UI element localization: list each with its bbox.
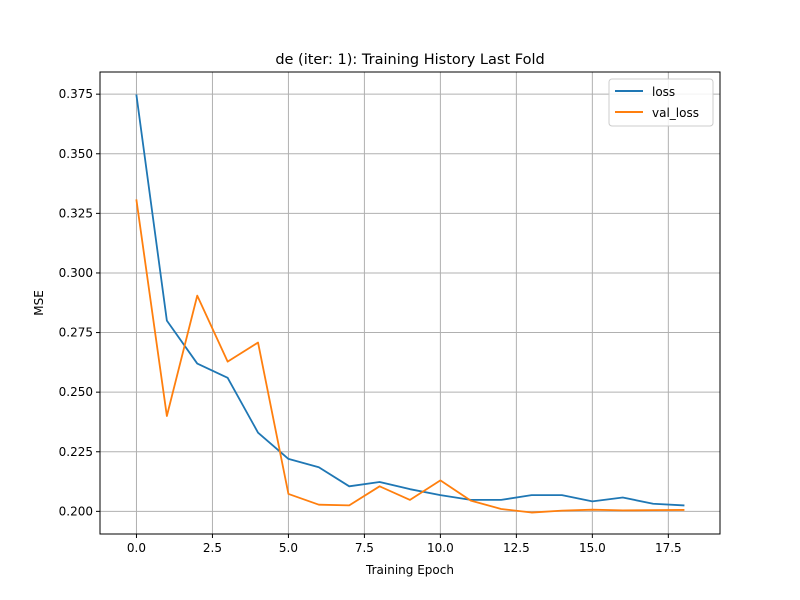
y-tick-label: 0.350 bbox=[59, 147, 93, 161]
plot-frame bbox=[99, 71, 721, 535]
series-line-loss bbox=[135, 94, 685, 507]
y-axis-ticks: 0.200 0.225 0.250 0.275 0.300 0.325 0.350 0.375 bbox=[59, 87, 100, 518]
y-axis-label: MSE bbox=[32, 290, 46, 316]
chart-title: de (iter: 1): Training History Last Fold bbox=[275, 52, 544, 68]
x-tick-label: 15.0 bbox=[579, 541, 606, 555]
y-tick-label: 0.300 bbox=[59, 266, 93, 280]
y-tick-label: 0.325 bbox=[59, 206, 93, 220]
grid bbox=[100, 72, 720, 534]
legend-label-val-loss: val_loss bbox=[652, 106, 699, 120]
x-tick-label: 10.0 bbox=[427, 541, 454, 555]
y-tick-label: 0.375 bbox=[59, 87, 93, 101]
x-tick-label: 0.0 bbox=[127, 541, 146, 555]
y-tick-label: 0.200 bbox=[59, 504, 93, 518]
y-tick-label: 0.275 bbox=[59, 326, 93, 340]
y-tick-label: 0.225 bbox=[59, 445, 93, 459]
x-tick-label: 12.5 bbox=[503, 541, 530, 555]
plot-area bbox=[100, 72, 720, 534]
legend-label-loss: loss bbox=[652, 85, 675, 99]
x-tick-label: 17.5 bbox=[655, 541, 682, 555]
x-axis-ticks: 0.0 2.5 5.0 7.5 10.0 12.5 15.0 17.5 bbox=[127, 534, 682, 555]
x-tick-label: 2.5 bbox=[203, 541, 222, 555]
x-tick-label: 7.5 bbox=[355, 541, 374, 555]
x-axis-label: Training Epoch bbox=[365, 563, 454, 577]
series-lines bbox=[135, 94, 685, 514]
x-tick-label: 5.0 bbox=[279, 541, 298, 555]
series-line-val-loss bbox=[135, 199, 685, 514]
y-tick-label: 0.250 bbox=[59, 385, 93, 399]
legend: loss val_loss bbox=[608, 78, 714, 127]
